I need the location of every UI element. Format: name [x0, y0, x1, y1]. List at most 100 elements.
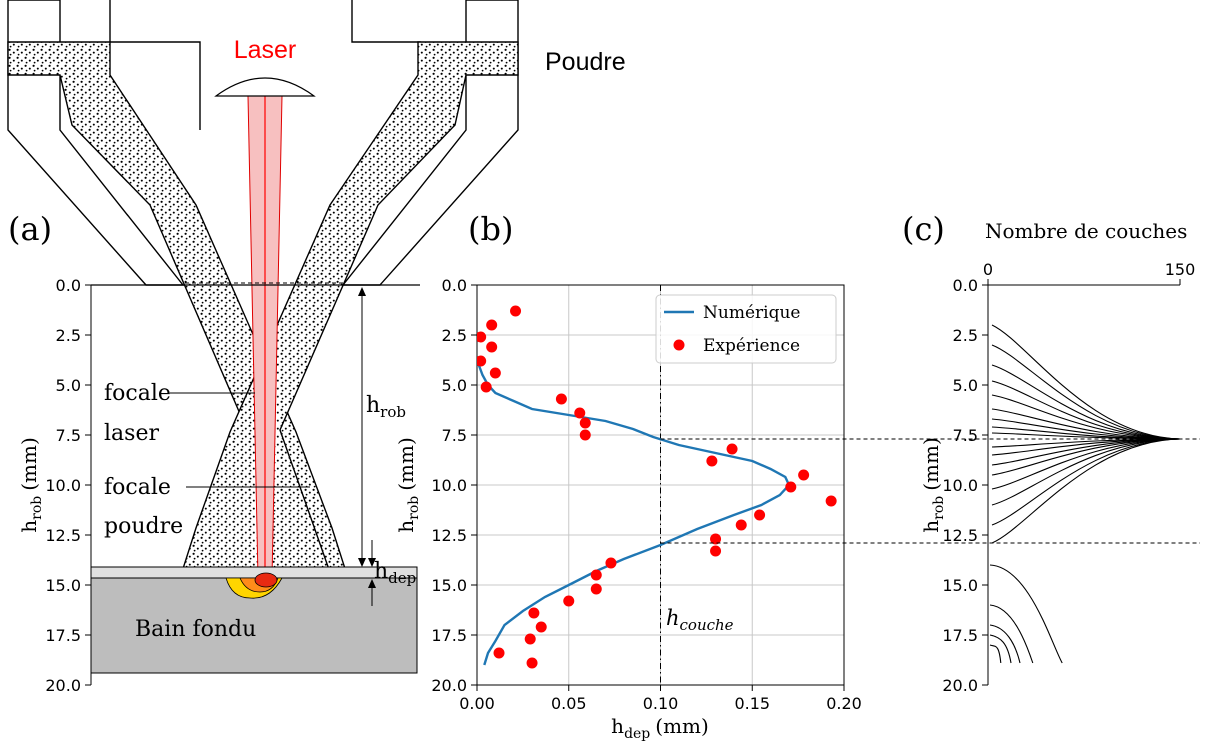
focale-laser-line1: focale: [104, 381, 171, 406]
experience-point: [605, 557, 617, 569]
axis-b-ytick-label: 2.5: [442, 326, 467, 345]
axis-b-xtick-label: 0.15: [734, 694, 770, 713]
experience-point: [555, 393, 567, 405]
layer-curve-upper: [991, 438, 1181, 506]
experience-point: [510, 305, 522, 317]
experience-point: [590, 569, 602, 581]
plot-b-marks: [477, 285, 837, 685]
legend-b: Numérique Expérience: [655, 294, 837, 364]
series-numerique-line: [477, 364, 791, 666]
experience-point: [535, 621, 547, 633]
panel-c-tag: (c): [902, 210, 945, 248]
experience-point: [710, 533, 722, 545]
layer-curve-upper: [991, 324, 1181, 440]
axis-c-ytick-label: 17.5: [942, 626, 978, 645]
experience-point: [785, 481, 797, 493]
axis-b-xtick-label: 0.00: [459, 694, 495, 713]
axis-a-tick-label: 20.0: [45, 676, 81, 695]
h-rob-arrow-bot: [358, 558, 366, 567]
experience-point: [486, 341, 498, 353]
axis-a-tick-label: 5.0: [56, 376, 81, 395]
layer-curve-lower: [989, 644, 1002, 664]
axis-a-ticks: 0.0 2.5 5.0 7.5 10.0 12.5 15.0 17.5 20.0: [45, 276, 91, 695]
experience-point: [706, 455, 718, 467]
axis-c-ytick-label: 5.0: [953, 376, 978, 395]
axis-c-ytick-label: 15.0: [942, 576, 978, 595]
axis-a-tick-label: 10.0: [45, 476, 81, 495]
axis-a-label: hrob(mm): [17, 437, 45, 533]
axis-b-ylabel: hrob(mm): [394, 437, 422, 533]
axis-b-ytick-label: 17.5: [431, 626, 467, 645]
melt-pool-core: [254, 572, 278, 588]
axis-a-tick-label: 0.0: [56, 276, 81, 295]
experience-point: [710, 545, 722, 557]
laser-label: Laser: [234, 36, 297, 64]
experience-point: [754, 509, 766, 521]
powder-label: Poudre: [545, 48, 626, 76]
experience-point: [825, 495, 837, 507]
layer-curve-upper: [991, 344, 1181, 440]
axis-b-xtick-label: 0.20: [826, 694, 862, 713]
h-dep-arrowhead-top: [368, 558, 376, 567]
layer-curve-upper: [991, 438, 1181, 544]
axis-b-xtick-label: 0.05: [551, 694, 587, 713]
experience-point: [489, 367, 501, 379]
panel-b-tag: (b): [468, 210, 513, 248]
experience-point: [735, 519, 747, 531]
experience-point: [526, 657, 538, 669]
experience-point: [579, 417, 591, 429]
axis-b-ytick-label: 10.0: [431, 476, 467, 495]
h-couche-annotation: hcouche: [666, 606, 734, 634]
axis-c-ylabel: hrob(mm): [919, 437, 947, 533]
axis-a-tick-label: 7.5: [56, 426, 81, 445]
experience-point: [798, 469, 810, 481]
axis-b-xlabel: hdep (mm): [611, 714, 709, 742]
axis-c-ytick-label: 0.0: [953, 276, 978, 295]
layer-curve-upper: [991, 364, 1181, 440]
h-rob-arrow-top: [358, 287, 366, 296]
experience-point: [493, 647, 505, 659]
experience-point: [574, 407, 586, 419]
legend-numerique: Numérique: [703, 303, 800, 323]
axis-c-ytick-label: 20.0: [942, 676, 978, 695]
h-dep-arrowhead-bot: [368, 579, 376, 588]
experience-point: [528, 607, 540, 619]
axis-c-ytick-label: 10.0: [942, 476, 978, 495]
axis-a-tick-label: 2.5: [56, 326, 81, 345]
legend-dot-swatch: [673, 339, 685, 351]
axis-b-ytick-label: 7.5: [442, 426, 467, 445]
axis-c-xtick-label: 0: [983, 260, 993, 279]
legend-experience: Expérience: [703, 336, 800, 356]
axis-c-ticks: 0.0 2.5 5.0 7.5 10.0 12.5 15.0 17.5 20.0 0 150: [942, 260, 1195, 695]
axis-b-xtick-label: 0.10: [643, 694, 679, 713]
layer-curve-upper: [991, 438, 1181, 526]
axis-b-ticks: 0.00 0.05 0.10 0.15 0.20 0.0 2.5 5.0 7.5 10.0 12.5…: [431, 276, 861, 713]
panel-b: (b) 0.00 0.05 0.10 0.15 0.20 0.0 2.5 5.0 7.5 10.0…: [394, 210, 862, 742]
bain-label: Bain fondu: [135, 617, 256, 642]
axis-b-ytick-label: 5.0: [442, 376, 467, 395]
layer-curve-lower: [989, 634, 1012, 664]
axis-a-tick-label: 17.5: [45, 626, 81, 645]
experience-point: [726, 443, 738, 455]
axis-b-ytick-label: 12.5: [431, 526, 467, 545]
axis-a-tick-label: 15.0: [45, 576, 81, 595]
nozzle-inner-left: [109, 0, 201, 130]
axis-b-ytick-label: 20.0: [431, 676, 467, 695]
experience-point: [477, 355, 487, 367]
axis-b-ytick-label: 15.0: [431, 576, 467, 595]
axis-a-tick-label: 12.5: [45, 526, 81, 545]
axis-c-ytick-label: 7.5: [953, 426, 978, 445]
h-rob-label: hrob: [366, 393, 406, 421]
layer-curve-upper: [991, 432, 1181, 440]
focale-poudre-line2: poudre: [104, 514, 183, 539]
experience-point: [480, 381, 492, 393]
axis-c-ytick-label: 2.5: [953, 326, 978, 345]
plot-c-marks: [989, 324, 1181, 664]
focale-laser-line2: laser: [104, 421, 159, 446]
deposit-layer: [90, 566, 418, 579]
panel-a: Laser Poudre Bain fondu focale laser foc…: [7, 0, 626, 695]
layer-curve-lower: [989, 604, 1034, 664]
axis-b-ytick-label: 0.0: [442, 276, 467, 295]
experience-point: [524, 633, 536, 645]
